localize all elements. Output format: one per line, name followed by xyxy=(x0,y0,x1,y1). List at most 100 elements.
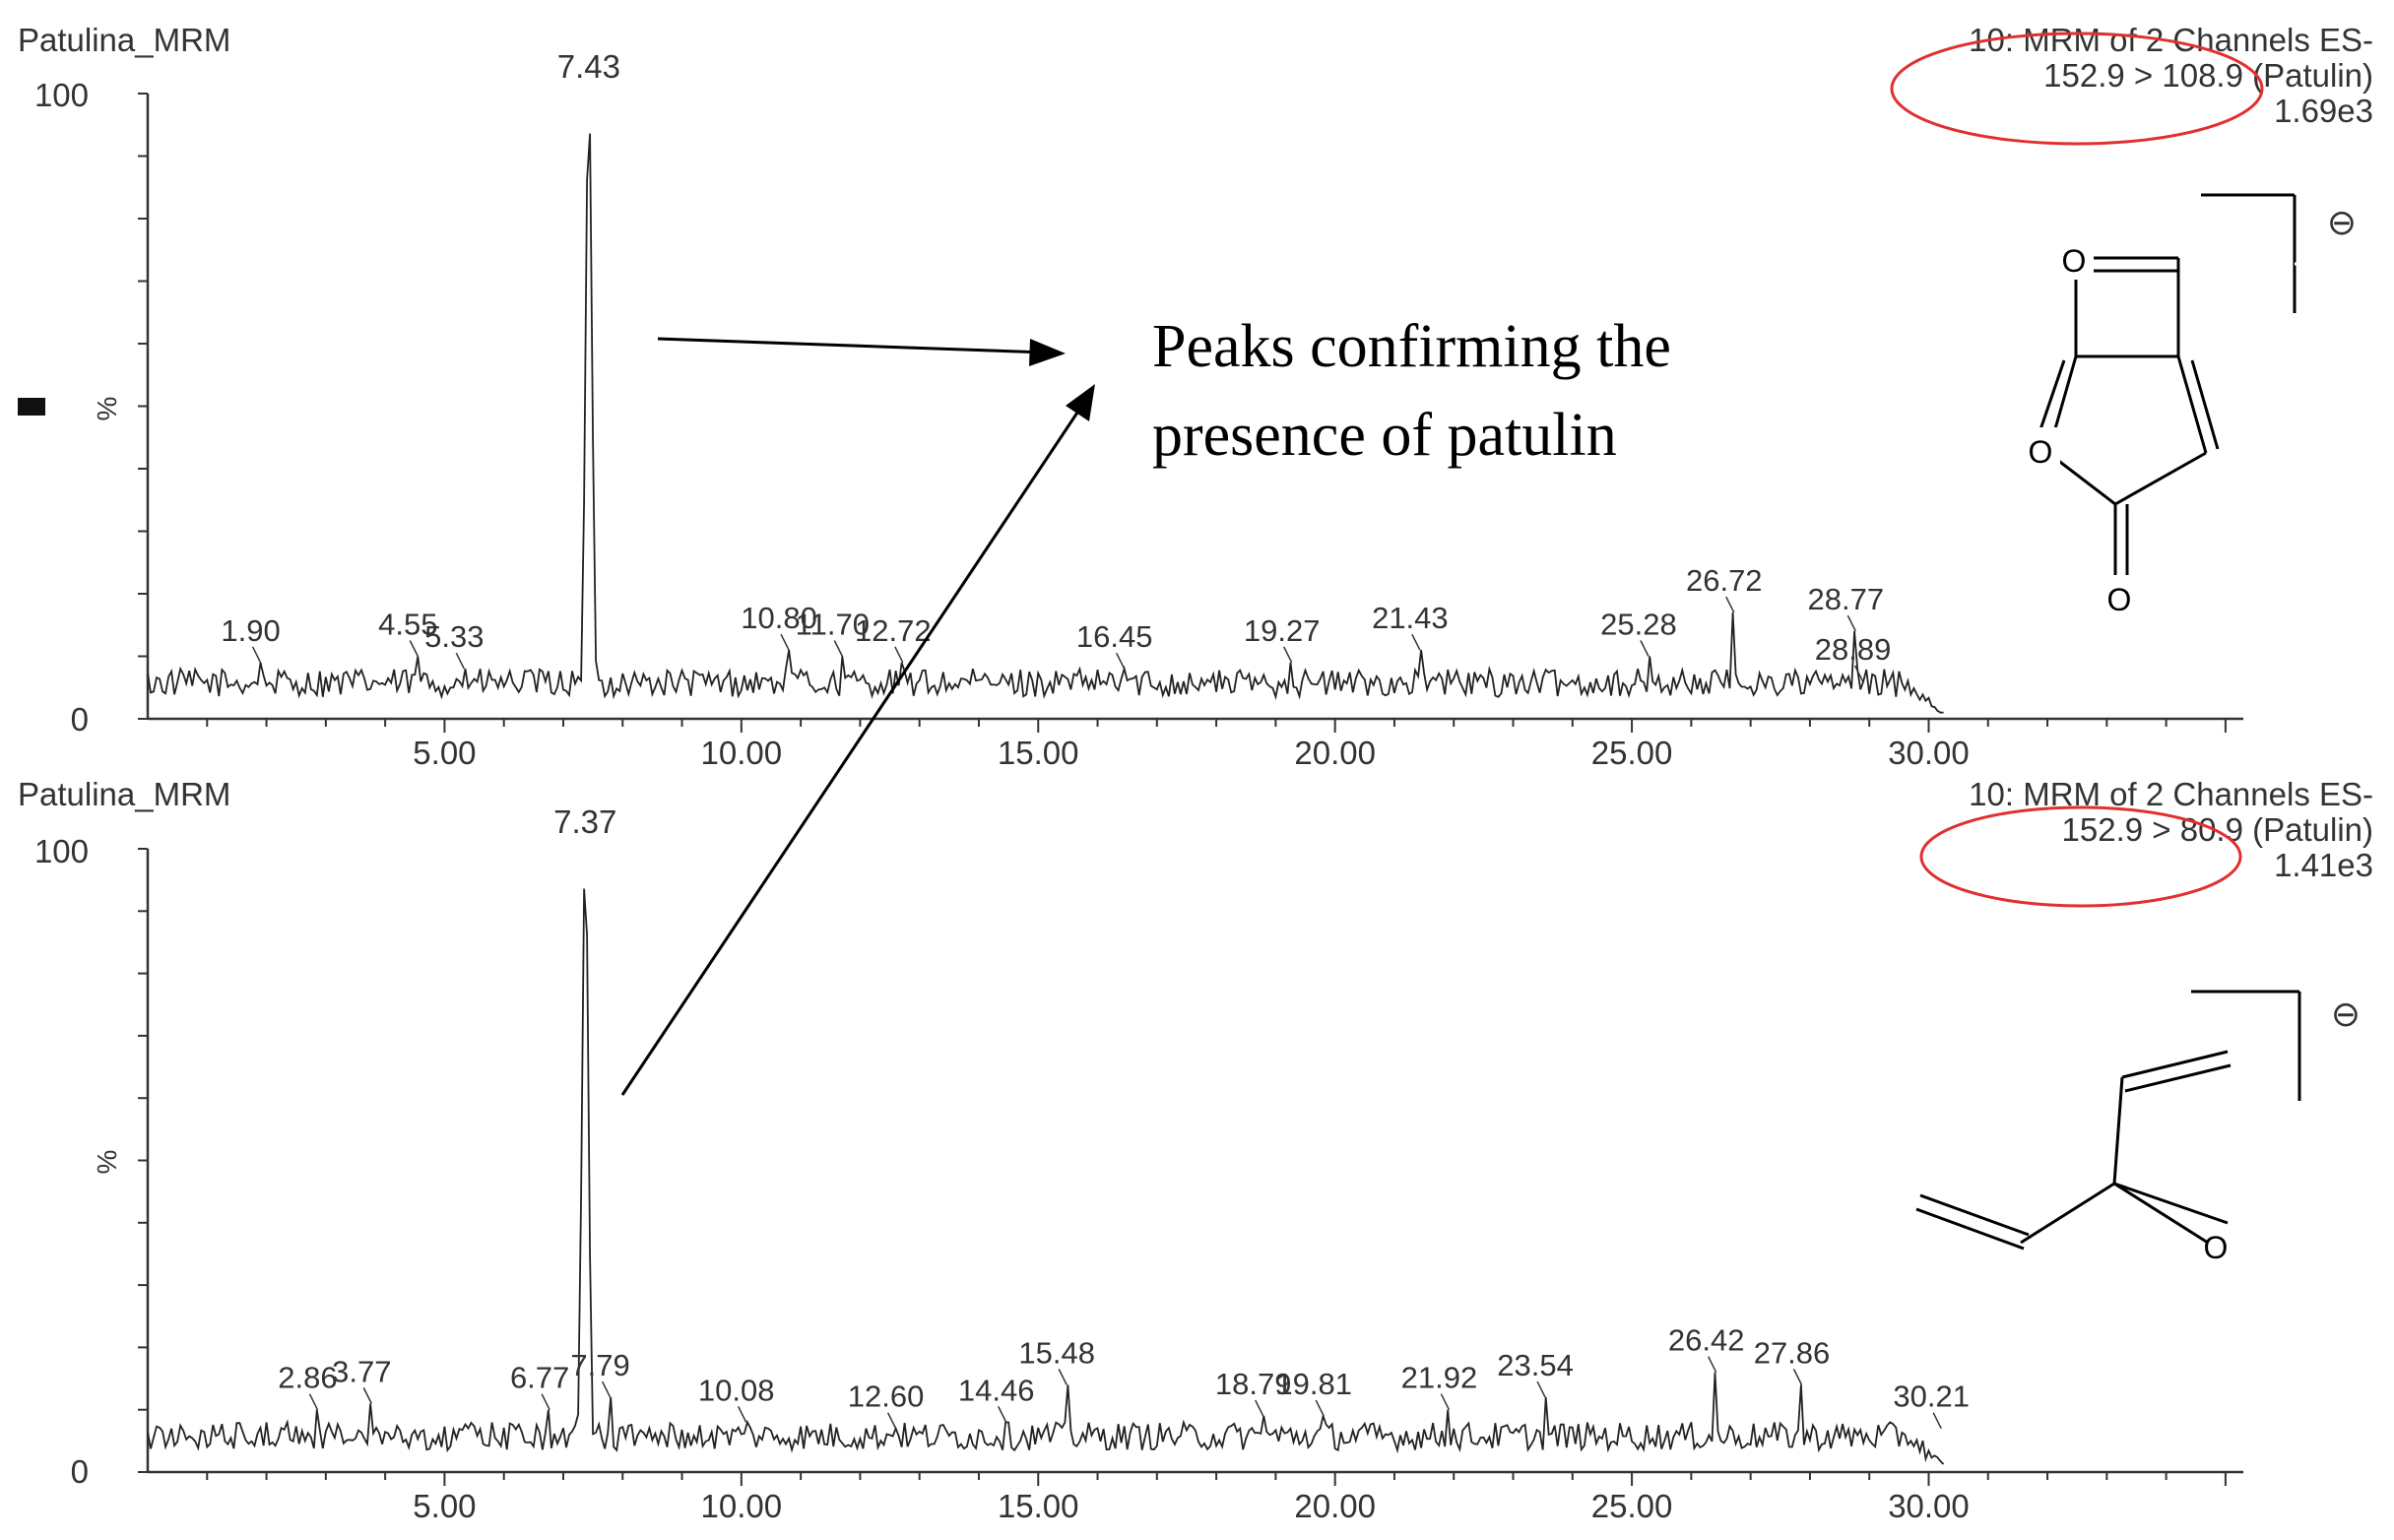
peak-label: 18.79 xyxy=(1215,1367,1292,1401)
x-tick-label: 30.00 xyxy=(1888,1488,1970,1524)
intensity-value: 1.41e3 xyxy=(2274,847,2373,883)
highlight-ellipse xyxy=(1919,805,2242,908)
peak-label: 14.46 xyxy=(958,1373,1035,1407)
x-tick-label: 20.00 xyxy=(1294,735,1376,771)
peak-leader xyxy=(1792,1369,1803,1385)
main-peak-label: 7.43 xyxy=(557,48,620,85)
x-tick-label: 10.00 xyxy=(701,1488,783,1524)
peak-leader xyxy=(1440,1393,1451,1411)
peak-leader xyxy=(886,1412,897,1430)
peak-leader xyxy=(780,633,790,651)
peak-label: 26.72 xyxy=(1686,563,1763,598)
peak-label: 2.86 xyxy=(278,1361,337,1395)
peak-label: 3.77 xyxy=(332,1354,391,1388)
x-tick-label: 10.00 xyxy=(701,735,783,771)
peak-label: 7.79 xyxy=(570,1348,629,1382)
peak-label: 30.21 xyxy=(1893,1380,1970,1414)
peak-leader xyxy=(362,1387,372,1404)
main-peak-label: 7.37 xyxy=(553,803,616,840)
y-tick-0: 0 xyxy=(71,1453,89,1490)
x-tick-label: 25.00 xyxy=(1591,1488,1673,1524)
molecule-structure-bottom xyxy=(1915,990,2301,1251)
annotation-line-2: presence of patulin xyxy=(1152,402,1617,469)
peak-label: 21.92 xyxy=(1401,1361,1478,1395)
negative-charge-icon: ⊖ xyxy=(2327,202,2357,242)
atom-label: O xyxy=(2107,582,2132,617)
peak-leader xyxy=(455,652,465,670)
arrowhead xyxy=(1029,339,1066,366)
x-tick-label: 30.00 xyxy=(1888,735,1970,771)
peak-label: 12.72 xyxy=(855,613,932,648)
peak-leader xyxy=(1058,1369,1068,1385)
y-tick-100: 100 xyxy=(34,833,89,869)
chart-title: Patulina_MRM xyxy=(18,22,230,58)
annotation-line-1: Peaks confirming the xyxy=(1152,313,1671,380)
peak-leader xyxy=(601,1380,612,1398)
peak-label: 23.54 xyxy=(1497,1348,1574,1382)
molecule-structure-bottom-labels: O ⊖ xyxy=(2204,994,2362,1265)
highlight-ellipse xyxy=(1890,32,2264,146)
chart-title: Patulina_MRM xyxy=(18,776,230,812)
peak-leader xyxy=(1411,633,1421,651)
peak-leader xyxy=(998,1406,1007,1423)
peak-label: 10.08 xyxy=(698,1373,775,1407)
peak-leader xyxy=(1536,1380,1546,1398)
marker-square xyxy=(18,398,45,416)
channel-transition: 152.9 > 108.9 (Patulin) xyxy=(2043,57,2373,94)
peak-label: 12.60 xyxy=(848,1380,925,1414)
peak-label: 11.70 xyxy=(796,608,870,642)
chromatogram-trace xyxy=(147,133,1944,714)
peak-leader xyxy=(1725,596,1735,613)
peak-label: 5.33 xyxy=(424,619,484,654)
x-tick-label: 15.00 xyxy=(998,1488,1079,1524)
x-tick-label: 5.00 xyxy=(413,735,476,771)
peak-leader xyxy=(894,646,904,664)
peak-label: 6.77 xyxy=(510,1361,569,1395)
peak-label: 21.43 xyxy=(1372,601,1449,635)
peak-leader xyxy=(737,1406,747,1423)
chromatogram-top: Patulina_MRM 10: MRM of 2 Channels ES- 1… xyxy=(18,22,2373,771)
y-axis-label: % xyxy=(92,397,122,421)
peak-label: 28.77 xyxy=(1808,582,1885,616)
peak-leader xyxy=(1640,640,1650,657)
peak-leader xyxy=(1115,652,1126,670)
peak-label: 1.90 xyxy=(221,613,280,648)
peak-leader xyxy=(409,640,419,657)
y-axis-label: % xyxy=(92,1150,122,1175)
peak-leader xyxy=(251,646,262,664)
chromatogram-trace xyxy=(147,888,1945,1465)
y-tick-0: 0 xyxy=(71,701,89,738)
x-tick-label: 15.00 xyxy=(998,735,1079,771)
x-tick-label: 20.00 xyxy=(1294,1488,1376,1524)
chromatogram-bottom: Patulina_MRM 10: MRM of 2 Channels ES- 1… xyxy=(18,776,2373,1524)
arrow-to-top-peak xyxy=(657,337,1047,354)
negative-charge-icon: ⊖ xyxy=(2331,994,2361,1034)
peak-leader xyxy=(1282,646,1293,664)
molecule-structure-top-labels: O O O ⊖ xyxy=(2021,202,2357,618)
y-tick-100: 100 xyxy=(34,77,89,113)
intensity-value: 1.69e3 xyxy=(2274,93,2373,129)
peak-label: 25.28 xyxy=(1600,608,1677,642)
atom-label: O xyxy=(2204,1230,2229,1265)
peak-label: 19.81 xyxy=(1275,1367,1352,1401)
channel-info-line1: 10: MRM of 2 Channels ES- xyxy=(1969,776,2373,812)
atom-label: O xyxy=(2062,243,2087,279)
x-tick-label: 5.00 xyxy=(413,1488,476,1524)
peak-label: 28.89 xyxy=(1815,632,1892,667)
peak-label: 27.86 xyxy=(1754,1335,1831,1370)
arrowhead xyxy=(1066,384,1095,421)
peak-leader xyxy=(833,640,843,657)
atom-label: O xyxy=(2029,434,2053,470)
peak-leader xyxy=(308,1393,319,1411)
arrow-to-bottom-peak xyxy=(620,403,1085,1096)
peak-leader xyxy=(1708,1356,1717,1374)
peak-leader xyxy=(541,1393,550,1411)
peak-leader xyxy=(1255,1399,1264,1417)
x-tick-label: 25.00 xyxy=(1591,735,1673,771)
annotation: Peaks confirming the presence of patulin xyxy=(620,313,1671,1096)
peak-leader xyxy=(1846,614,1857,632)
peak-label: 4.55 xyxy=(378,608,437,642)
peak-label: 16.45 xyxy=(1076,619,1153,654)
peak-label: 19.27 xyxy=(1244,613,1321,648)
